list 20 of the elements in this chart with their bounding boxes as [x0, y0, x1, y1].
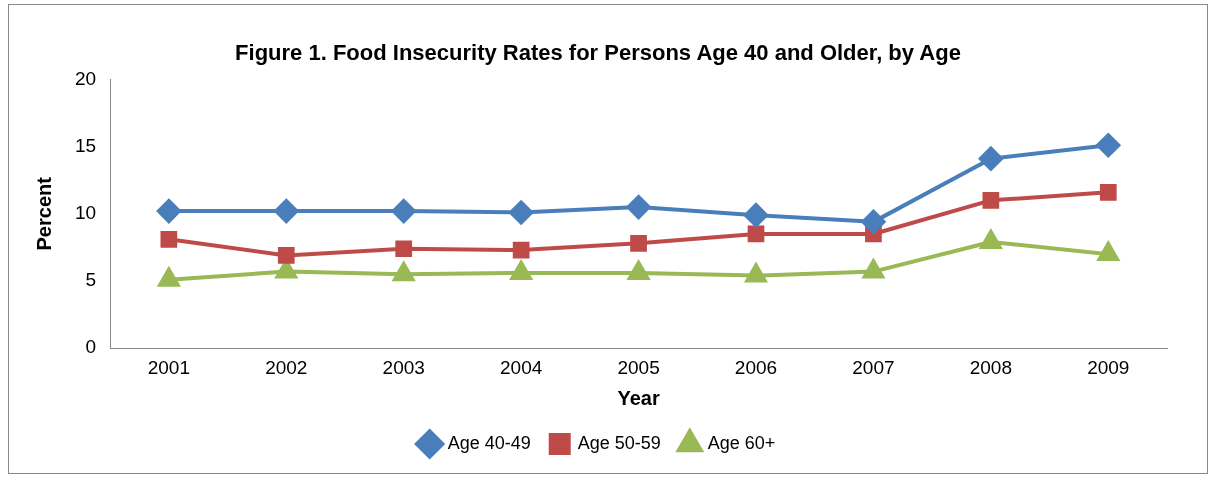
- y-tick-label: 5: [85, 269, 97, 291]
- legend-label: Age 60+: [707, 432, 776, 453]
- legend-label: Age 50-59: [577, 432, 661, 453]
- y-tick-label: 15: [74, 134, 97, 156]
- x-tick-label: 2002: [265, 356, 308, 378]
- y-tick-label: 0: [85, 336, 97, 358]
- x-tick-label: 2004: [500, 356, 543, 378]
- y-axis-title: Percent: [32, 176, 55, 251]
- x-tick-label: 2007: [852, 356, 895, 378]
- chart-title: Figure 1. Food Insecurity Rates for Persons Age 40 and Older, by Age: [235, 40, 961, 66]
- x-tick-label: 2001: [147, 356, 190, 378]
- x-tick-label: 2009: [1087, 356, 1130, 378]
- x-tick-label: 2008: [969, 356, 1012, 378]
- y-tick-label: 20: [74, 67, 97, 89]
- x-tick-label: 2005: [617, 356, 660, 378]
- x-tick-label: 2006: [734, 356, 778, 378]
- x-tick-label: 2003: [382, 356, 425, 378]
- legend-label: Age 40-49: [447, 432, 531, 453]
- y-tick-label: 10: [74, 202, 97, 224]
- x-axis-title: Year: [617, 386, 660, 409]
